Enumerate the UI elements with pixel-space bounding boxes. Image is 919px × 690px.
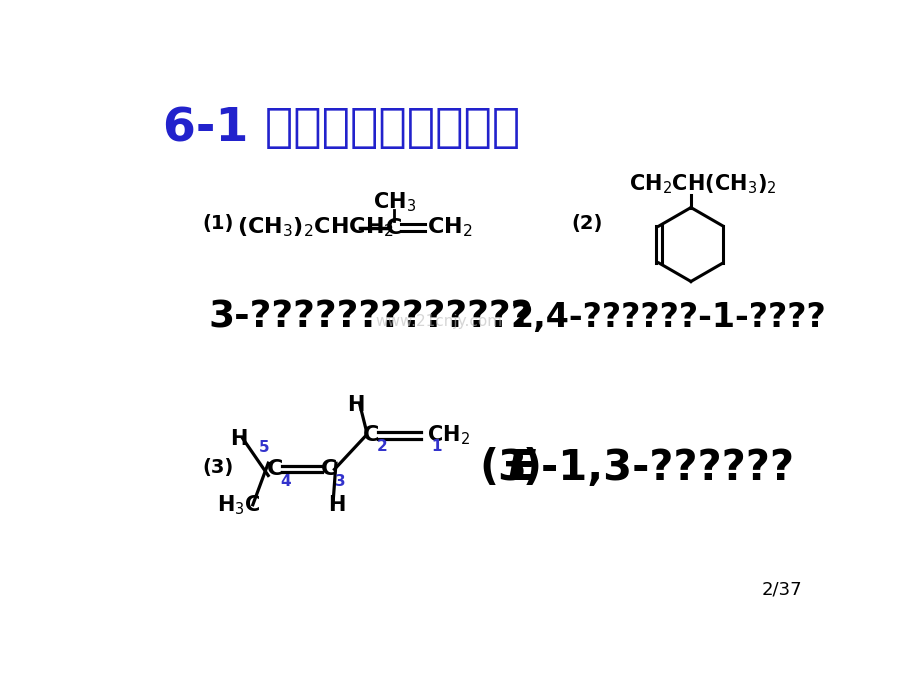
Text: 2/37: 2/37	[761, 580, 801, 598]
Text: (CH$_3$)$_2$CHCH$_2$: (CH$_3$)$_2$CHCH$_2$	[236, 216, 393, 239]
Text: 6-1 命名以下各化合物。: 6-1 命名以下各化合物。	[164, 106, 520, 151]
Text: H: H	[328, 495, 345, 515]
Text: 2,4-??????-1-????: 2,4-??????-1-????	[509, 301, 825, 334]
Text: CH$_2$: CH$_2$	[426, 216, 471, 239]
Text: 1: 1	[430, 439, 441, 454]
Text: 2: 2	[377, 439, 387, 454]
Text: (1): (1)	[202, 214, 233, 233]
Text: CH$_2$: CH$_2$	[426, 424, 470, 447]
Text: www.21cnjy.com: www.21cnjy.com	[375, 314, 502, 329]
Text: CH$_3$: CH$_3$	[372, 190, 415, 214]
Text: C: C	[386, 217, 403, 237]
Text: (3): (3)	[202, 458, 233, 477]
Text: CH$_2$CH(CH$_3$)$_2$: CH$_2$CH(CH$_3$)$_2$	[628, 172, 776, 196]
Text: H: H	[230, 428, 247, 448]
Text: H$_3$C: H$_3$C	[217, 493, 260, 517]
Text: C: C	[363, 426, 380, 446]
Text: (2): (2)	[571, 214, 602, 233]
Text: C: C	[267, 460, 283, 480]
Text: )-1,3-??????: )-1,3-??????	[523, 447, 794, 489]
Text: 4: 4	[280, 474, 291, 489]
Text: 3: 3	[335, 474, 345, 489]
Text: H: H	[347, 395, 364, 415]
Text: (3: (3	[479, 447, 527, 489]
Text: 5: 5	[259, 440, 269, 455]
Text: E: E	[506, 447, 535, 489]
Text: 3-?????????????: 3-?????????????	[208, 299, 532, 335]
Text: C: C	[321, 460, 337, 480]
